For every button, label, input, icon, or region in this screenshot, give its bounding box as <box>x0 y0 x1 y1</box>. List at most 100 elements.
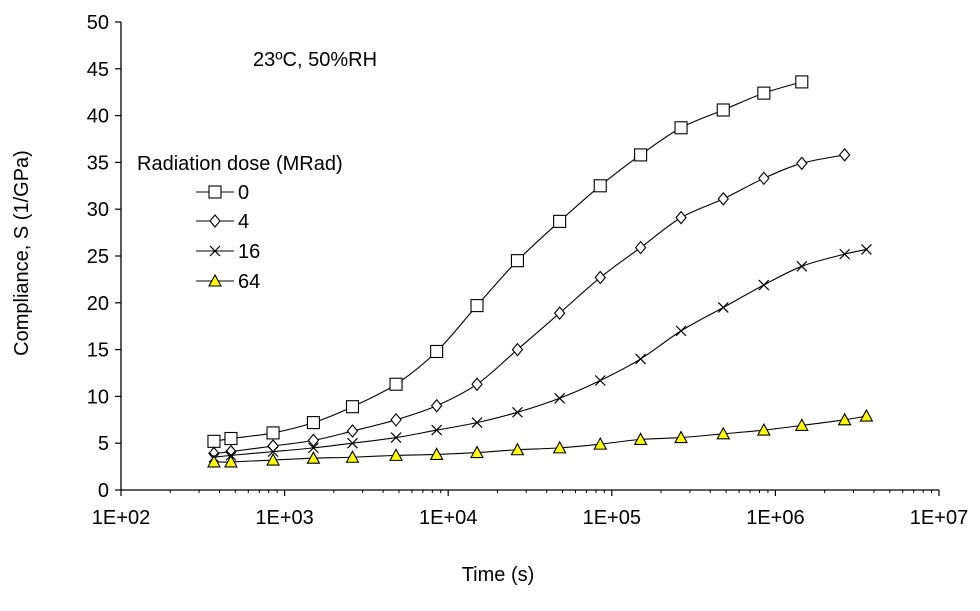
x-axis-title: Time (s) <box>462 564 535 586</box>
x-marker-stroke <box>758 279 770 291</box>
y-axis-title: Compliance, S (1/GPa) <box>11 150 33 356</box>
data-point <box>470 445 484 459</box>
series-0 <box>207 75 809 448</box>
data-point <box>512 406 523 418</box>
data-point <box>266 426 280 440</box>
legend-marker <box>209 245 221 257</box>
x-marker-stroke <box>512 406 523 418</box>
data-point <box>674 430 688 444</box>
y-tick-label: 50 <box>87 12 109 34</box>
x-tick-label: 1E+02 <box>92 507 150 529</box>
data-point <box>510 442 525 456</box>
data-point <box>675 210 687 225</box>
x-marker-stroke <box>635 353 647 365</box>
data-point <box>430 344 444 359</box>
data-point <box>674 121 688 135</box>
data-point <box>346 424 359 438</box>
data-point <box>389 377 403 391</box>
data-point <box>717 192 729 206</box>
data-point <box>471 377 483 392</box>
y-tick-label: 5 <box>98 433 109 455</box>
y-tick-label: 25 <box>87 246 109 268</box>
x-marker-stroke <box>860 244 872 255</box>
x-marker-stroke <box>431 424 443 436</box>
legend-marker <box>209 214 221 228</box>
data-point <box>553 306 566 320</box>
data-point <box>470 299 484 313</box>
data-point <box>345 450 360 463</box>
data-point <box>306 451 321 464</box>
data-point <box>431 424 443 436</box>
data-point <box>716 426 731 440</box>
data-point <box>510 254 524 268</box>
data-point <box>511 342 524 357</box>
data-point <box>471 417 483 429</box>
data-point <box>837 412 852 426</box>
x-tick-label: 1E+07 <box>910 507 968 529</box>
data-point <box>859 408 874 422</box>
x-marker-stroke <box>554 392 566 404</box>
data-point <box>430 398 443 413</box>
y-tick-label: 40 <box>87 106 109 128</box>
data-point <box>306 416 320 430</box>
data-point <box>795 75 809 89</box>
legend-label: 4 <box>238 211 249 233</box>
data-point <box>307 433 320 448</box>
series-line-0 <box>213 81 802 442</box>
x-marker-stroke <box>471 417 483 429</box>
series-line-16 <box>213 248 867 458</box>
data-point <box>634 240 647 255</box>
data-point <box>267 439 279 453</box>
y-tick-label: 0 <box>98 480 109 502</box>
x-marker-stroke <box>796 260 808 272</box>
legend-label: 16 <box>238 241 260 263</box>
x-tick-label: 1E+05 <box>583 507 641 529</box>
data-point <box>796 260 808 272</box>
x-marker-stroke <box>267 446 279 458</box>
x-marker-stroke <box>594 375 606 386</box>
series-4 <box>208 148 851 461</box>
data-point <box>266 452 280 466</box>
legend-title: Radiation dose (MRad) <box>137 153 343 175</box>
data-point <box>552 440 567 454</box>
data-point <box>207 434 221 448</box>
data-point <box>389 448 403 461</box>
legend-label: 0 <box>238 182 249 204</box>
data-point <box>267 446 279 458</box>
x-tick-label: 1E+04 <box>419 507 477 529</box>
legend: 0 4 16 64 <box>196 182 260 293</box>
data-point <box>593 179 607 193</box>
data-point <box>594 375 606 386</box>
legend-item-4: 4 <box>196 211 249 233</box>
y-tick-label: 30 <box>87 199 109 221</box>
series-layer <box>207 75 874 468</box>
data-point <box>307 442 319 454</box>
legend-item-16: 16 <box>196 241 260 263</box>
data-point <box>796 156 808 171</box>
x-marker-stroke <box>209 245 221 257</box>
y-tick-label: 15 <box>87 340 109 362</box>
data-point <box>634 148 648 162</box>
data-point <box>553 214 567 228</box>
data-point <box>758 279 770 291</box>
data-point <box>675 325 687 337</box>
legend-item-64: 64 <box>196 271 260 293</box>
data-point <box>758 171 770 186</box>
data-point <box>794 418 809 431</box>
x-marker-stroke <box>675 325 687 337</box>
y-tick-label: 20 <box>87 293 109 315</box>
y-tick-label: 35 <box>87 152 109 174</box>
chart-annotation: 23ºC, 50%RH <box>253 49 377 71</box>
x-marker-stroke <box>307 442 319 454</box>
x-marker-stroke <box>717 302 729 313</box>
data-point <box>633 432 648 446</box>
x-tick-label: 1E+03 <box>255 507 313 529</box>
data-point <box>593 436 608 450</box>
legend-marker <box>208 185 222 199</box>
data-point <box>635 353 647 365</box>
series-16 <box>208 244 872 463</box>
legend-marker <box>208 273 222 287</box>
series-64 <box>207 408 874 468</box>
data-point <box>224 431 238 446</box>
